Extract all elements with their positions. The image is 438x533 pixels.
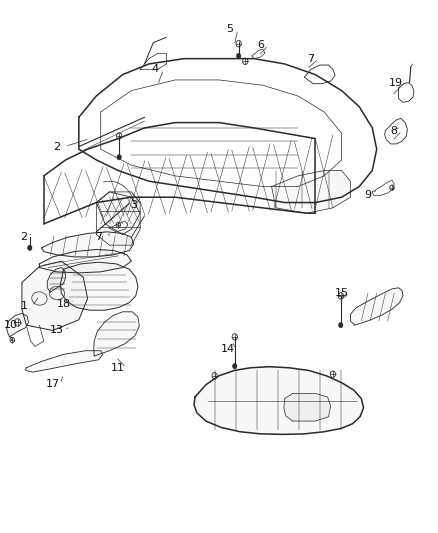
Polygon shape xyxy=(60,262,138,310)
Circle shape xyxy=(339,322,343,328)
Polygon shape xyxy=(194,367,364,434)
Text: 3: 3 xyxy=(130,200,137,210)
Text: 7: 7 xyxy=(95,232,102,242)
Text: 18: 18 xyxy=(57,299,71,309)
Polygon shape xyxy=(7,313,28,337)
Text: 8: 8 xyxy=(391,126,398,135)
Text: 2: 2 xyxy=(21,232,28,242)
Text: 10: 10 xyxy=(4,320,18,330)
Polygon shape xyxy=(25,351,103,372)
Polygon shape xyxy=(350,288,403,325)
Circle shape xyxy=(28,245,32,251)
Text: 4: 4 xyxy=(152,64,159,74)
Circle shape xyxy=(117,155,121,160)
Polygon shape xyxy=(47,268,66,292)
Text: 15: 15 xyxy=(335,288,349,298)
Polygon shape xyxy=(284,393,331,421)
Polygon shape xyxy=(42,232,134,257)
Text: 17: 17 xyxy=(46,379,60,389)
Text: 7: 7 xyxy=(307,54,314,63)
Text: 13: 13 xyxy=(50,326,64,335)
Circle shape xyxy=(237,53,241,59)
Text: 2: 2 xyxy=(53,142,60,151)
Text: 5: 5 xyxy=(226,25,233,34)
Text: 11: 11 xyxy=(111,363,125,373)
Text: 14: 14 xyxy=(221,344,235,354)
Text: 19: 19 xyxy=(389,78,403,87)
Polygon shape xyxy=(272,171,350,213)
Text: 1: 1 xyxy=(21,302,28,311)
Polygon shape xyxy=(22,261,88,330)
Text: 6: 6 xyxy=(257,41,264,50)
Text: 9: 9 xyxy=(364,190,371,199)
Polygon shape xyxy=(39,249,131,273)
Polygon shape xyxy=(96,192,140,245)
Polygon shape xyxy=(94,312,139,356)
Circle shape xyxy=(233,364,237,369)
